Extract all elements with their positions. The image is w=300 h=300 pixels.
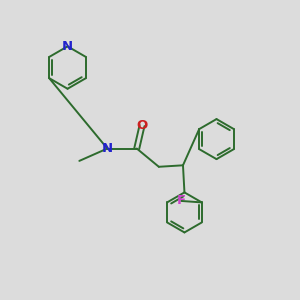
Text: F: F — [177, 194, 186, 207]
Text: O: O — [136, 119, 148, 132]
Text: N: N — [62, 40, 73, 53]
Text: N: N — [102, 142, 113, 155]
